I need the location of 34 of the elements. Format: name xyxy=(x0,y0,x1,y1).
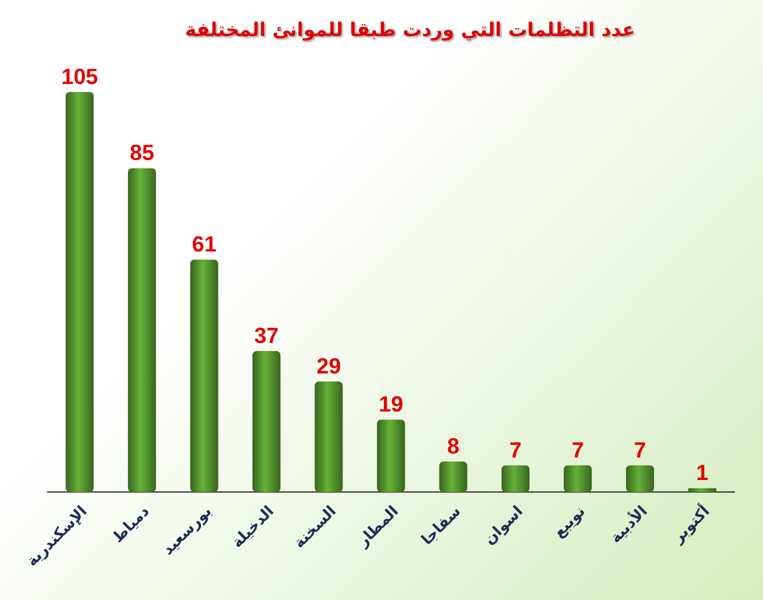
x-tick-label: دمياط xyxy=(108,502,153,546)
data-label: 29 xyxy=(316,354,341,379)
bar xyxy=(314,382,343,492)
data-label: 7 xyxy=(634,437,646,462)
x-tick-label: السخنة xyxy=(290,502,340,552)
data-label: 7 xyxy=(509,437,522,462)
data-label: 105 xyxy=(61,64,98,89)
bar xyxy=(688,488,716,492)
bar xyxy=(252,351,280,492)
bar xyxy=(502,465,530,492)
data-label: 37 xyxy=(254,323,279,348)
x-tick-label: سفاجا xyxy=(418,502,464,549)
bar xyxy=(190,260,218,492)
bar xyxy=(128,168,156,492)
bar xyxy=(376,420,406,492)
bar xyxy=(564,465,592,492)
data-label: 61 xyxy=(192,232,216,257)
data-label: 85 xyxy=(130,140,154,166)
x-tick-label: المطار xyxy=(353,502,402,551)
bar xyxy=(439,462,468,492)
data-label: 19 xyxy=(378,392,404,417)
x-tick-label: نويبع xyxy=(550,502,589,542)
x-tick-label: بورسعيد xyxy=(158,502,216,558)
x-tick-label: اسوان xyxy=(480,502,526,548)
x-tick-label: الدخيلة xyxy=(228,502,278,552)
bar xyxy=(626,465,654,492)
x-tick-label: أكتوبر xyxy=(668,501,714,547)
data-label: 1 xyxy=(696,460,708,486)
data-label: 7 xyxy=(572,437,584,462)
chart-title: عدد التظلمات التي وردت طبقا للموانئ المختلفة xyxy=(184,19,636,41)
bar xyxy=(66,92,94,492)
x-tick-label: الإسكندرية xyxy=(22,502,91,570)
data-label: 8 xyxy=(447,434,460,459)
x-tick-label: الأدبية xyxy=(606,501,651,547)
